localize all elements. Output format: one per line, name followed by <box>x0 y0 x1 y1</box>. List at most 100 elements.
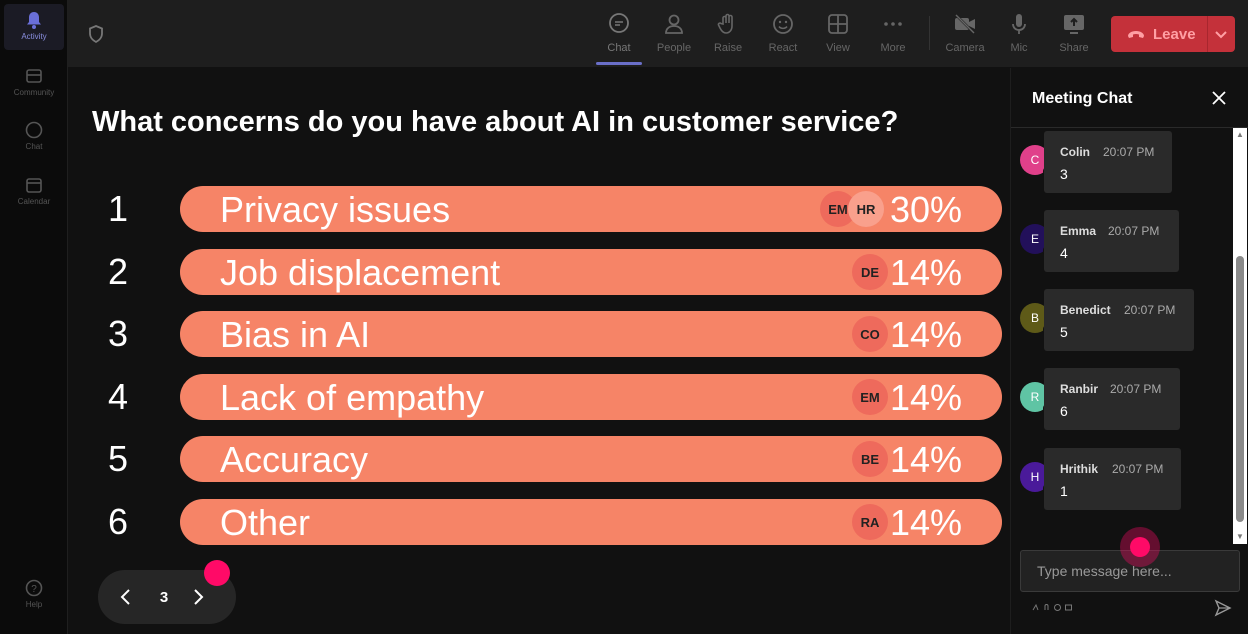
leave-button[interactable]: Leave <box>1111 16 1235 52</box>
chevron-right-icon[interactable] <box>188 587 208 607</box>
toolbar-view-button[interactable]: View <box>813 12 863 60</box>
toolbar-react-button[interactable]: React <box>758 12 808 60</box>
option-label: Other <box>220 502 311 543</box>
scroll-thumb[interactable] <box>1236 256 1244 522</box>
active-tab-indicator <box>596 62 642 65</box>
option-bar: Lack of empathy EM 14% <box>180 374 1002 420</box>
leave-divider <box>1207 16 1208 52</box>
meeting-chat-panel: Meeting Chat C Colin 20:07 PM 3 E Emma 2… <box>1010 68 1248 634</box>
avatar-initial: C <box>1030 153 1040 167</box>
scroll-up-icon[interactable]: ▲ <box>1236 130 1244 139</box>
option-bar: Bias in AI CO 14% <box>180 311 1002 357</box>
sender-name: Benedict <box>1060 303 1111 317</box>
people-icon <box>665 14 683 34</box>
avatar-initial: E <box>1030 232 1039 246</box>
message-text: 5 <box>1060 324 1068 340</box>
cursor-indicator <box>1130 537 1150 557</box>
poll-option-row: 2 Job displacement DE 14% <box>68 249 1010 295</box>
chat-message-input[interactable] <box>1020 550 1240 592</box>
camera-off-icon <box>955 14 975 34</box>
option-label: Bias in AI <box>220 314 371 355</box>
view-icon <box>828 14 848 34</box>
sender-name: Emma <box>1060 224 1097 238</box>
option-rank: 5 <box>108 438 129 479</box>
message-time: 20:07 PM <box>1112 462 1164 476</box>
toolbar-chat-button[interactable]: Chat <box>594 12 644 60</box>
poll-option-row: 4 Lack of empathy EM 14% <box>68 374 1010 420</box>
left-rail: Activity Community Chat Calendar ? Help <box>0 0 68 634</box>
emoji-icon[interactable] <box>1054 604 1061 611</box>
toolbar-share-button[interactable]: Share <box>1049 12 1099 60</box>
poll-option-row: 3 Bias in AI CO 14% <box>68 311 1010 357</box>
chat-icon <box>609 13 629 33</box>
toolbar-button-label: People <box>656 42 692 54</box>
rail-item-chat[interactable]: Chat <box>0 120 68 151</box>
voter-avatar: EM <box>852 379 888 415</box>
voter-avatar: BE <box>852 441 888 477</box>
toolbar-button-label: Chat <box>607 42 631 54</box>
toolbar-mic-button[interactable]: Mic <box>994 12 1044 60</box>
send-icon[interactable] <box>1214 599 1232 617</box>
toolbar-more-button[interactable]: More <box>868 12 918 60</box>
bell-icon <box>27 12 41 29</box>
message-text: 1 <box>1060 483 1068 499</box>
message-time: 20:07 PM <box>1124 303 1176 317</box>
format-toolbar <box>1032 604 1072 611</box>
option-rank: 1 <box>108 188 129 229</box>
rail-item-community[interactable]: Community <box>0 66 68 97</box>
rail-item-activity[interactable]: Activity <box>0 10 68 41</box>
rail-item-help[interactable]: ? Help <box>0 578 68 609</box>
chevron-left-icon[interactable] <box>116 587 136 607</box>
message-bubble: Emma 20:07 PM 4 <box>1044 210 1179 272</box>
option-label: Lack of empathy <box>220 377 485 418</box>
option-label: Job displacement <box>220 252 501 293</box>
react-icon <box>773 14 793 34</box>
more-icon <box>884 22 902 26</box>
chat-title: Meeting Chat <box>1032 90 1133 107</box>
message-time: 20:07 PM <box>1103 145 1155 159</box>
poll-results: What concerns do you have about AI in cu… <box>68 68 1010 634</box>
message-time: 20:07 PM <box>1110 382 1162 396</box>
rail-item-label: Community <box>13 88 55 97</box>
toolbar-button-label: Raise <box>713 42 743 54</box>
voter-avatar: RA <box>852 504 888 540</box>
shield-icon[interactable] <box>86 24 106 44</box>
chat-scrollbar[interactable]: ▲ ▼ <box>1233 128 1247 544</box>
option-percent: 14% <box>889 252 962 293</box>
close-icon[interactable] <box>1211 90 1227 106</box>
sender-name: Ranbir <box>1060 382 1099 396</box>
avatar-initial: H <box>1030 470 1040 484</box>
toolbar-divider <box>929 16 930 50</box>
toolbar-button-label: View <box>826 42 850 54</box>
attach-icon[interactable] <box>1043 604 1050 611</box>
option-percent: 14% <box>889 377 962 418</box>
option-percent: 14% <box>889 502 962 543</box>
option-bar: Accuracy BE 14% <box>180 436 1002 482</box>
toolbar-camera-button[interactable]: Camera <box>940 12 990 60</box>
format-icon[interactable] <box>1032 604 1039 611</box>
leave-label: Leave <box>1153 25 1196 43</box>
gif-icon[interactable] <box>1065 604 1072 611</box>
message-text: 6 <box>1060 403 1068 419</box>
option-rank: 3 <box>108 313 129 354</box>
voter-avatar: CO <box>852 316 888 352</box>
voter-avatar: HR <box>848 191 884 227</box>
avatar-initial: B <box>1030 311 1039 325</box>
toolbar-button-label: Camera <box>945 42 985 54</box>
page-number: 3 <box>159 588 169 606</box>
rail-item-calendar[interactable]: Calendar <box>0 175 68 206</box>
rail-item-label: Calendar <box>17 197 51 206</box>
chat-header: Meeting Chat <box>1011 68 1248 128</box>
chat-icon <box>25 121 43 139</box>
chevron-down-icon[interactable] <box>1213 26 1229 42</box>
toolbar-raise-button[interactable]: Raise <box>703 12 753 60</box>
avatar-initial: R <box>1030 390 1040 404</box>
sender-name: Colin <box>1060 145 1090 159</box>
toolbar-people-button[interactable]: People <box>649 12 699 60</box>
option-bar: Job displacement DE 14% <box>180 249 1002 295</box>
rail-item-label: Help <box>25 600 43 609</box>
option-bar: Privacy issues EM HR 30% <box>180 186 1002 232</box>
scroll-down-icon[interactable]: ▼ <box>1236 532 1244 541</box>
community-icon <box>26 69 42 83</box>
